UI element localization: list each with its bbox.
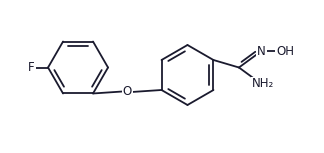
Text: N: N <box>257 45 266 58</box>
Text: OH: OH <box>276 45 295 58</box>
Text: O: O <box>123 85 132 98</box>
Text: NH₂: NH₂ <box>252 78 274 90</box>
Text: F: F <box>28 61 35 74</box>
